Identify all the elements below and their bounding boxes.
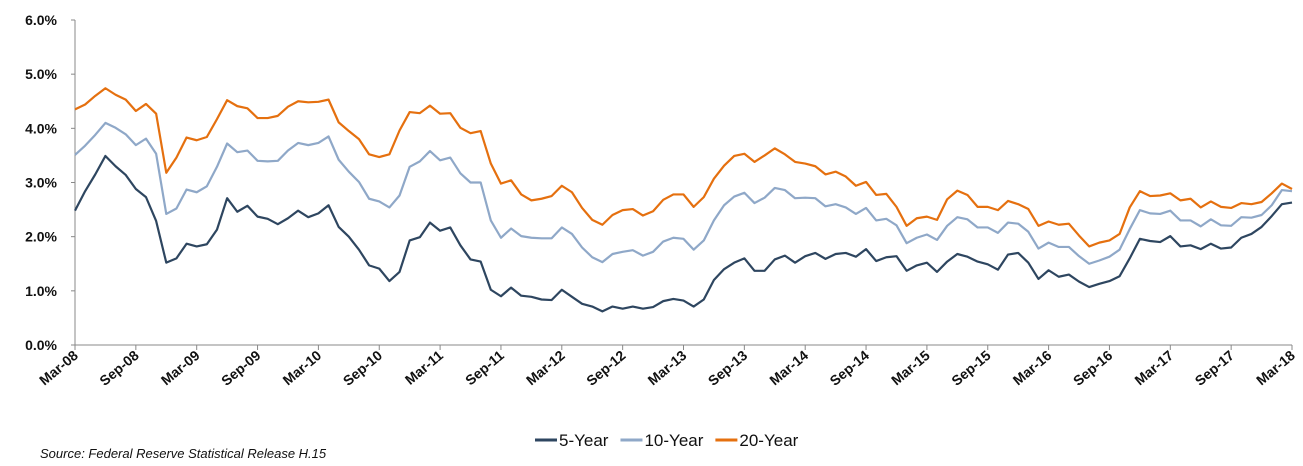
x-tick-label: Sep-14 xyxy=(827,347,873,389)
x-tick-label: Sep-08 xyxy=(96,347,142,389)
x-tick-label: Mar-10 xyxy=(279,347,324,388)
x-tick-label: Mar-18 xyxy=(1253,347,1298,388)
x-tick-label: Mar-13 xyxy=(645,347,690,388)
series-line xyxy=(74,154,1293,313)
x-tick-label: Sep-09 xyxy=(218,347,264,389)
x-tick-label: Sep-10 xyxy=(340,347,386,389)
legend-label: 10-Year xyxy=(644,431,703,450)
x-tick-label: Sep-17 xyxy=(1192,347,1238,389)
y-tick-label: 5.0% xyxy=(25,66,57,82)
y-tick-label: 3.0% xyxy=(25,175,57,191)
x-tick-label: Sep-15 xyxy=(948,347,994,389)
y-tick-label: 0.0% xyxy=(25,337,57,353)
legend-label: 20-Year xyxy=(739,431,798,450)
x-tick-label: Sep-16 xyxy=(1070,347,1116,389)
x-tick-label: Sep-11 xyxy=(462,347,507,388)
series-line xyxy=(74,87,1293,248)
x-tick-label: Sep-13 xyxy=(705,347,751,389)
source-note: Source: Federal Reserve Statistical Rele… xyxy=(40,446,327,461)
x-tick-label: Mar-08 xyxy=(36,347,81,388)
y-tick-label: 4.0% xyxy=(25,120,57,136)
y-tick-label: 1.0% xyxy=(25,283,57,299)
x-tick-label: Mar-16 xyxy=(1010,347,1055,388)
x-tick-label: Mar-12 xyxy=(523,347,568,388)
x-tick-label: Mar-09 xyxy=(158,347,203,388)
y-tick-label: 6.0% xyxy=(25,12,57,28)
y-tick-label: 2.0% xyxy=(25,229,57,245)
x-tick-label: Mar-14 xyxy=(766,347,811,388)
x-tick-label: Sep-12 xyxy=(583,347,629,389)
series-line xyxy=(74,121,1293,265)
x-tick-label: Mar-11 xyxy=(402,347,446,388)
x-tick-label: Mar-15 xyxy=(888,347,933,388)
legend-label: 5-Year xyxy=(559,431,609,450)
x-tick-label: Mar-17 xyxy=(1131,347,1176,388)
